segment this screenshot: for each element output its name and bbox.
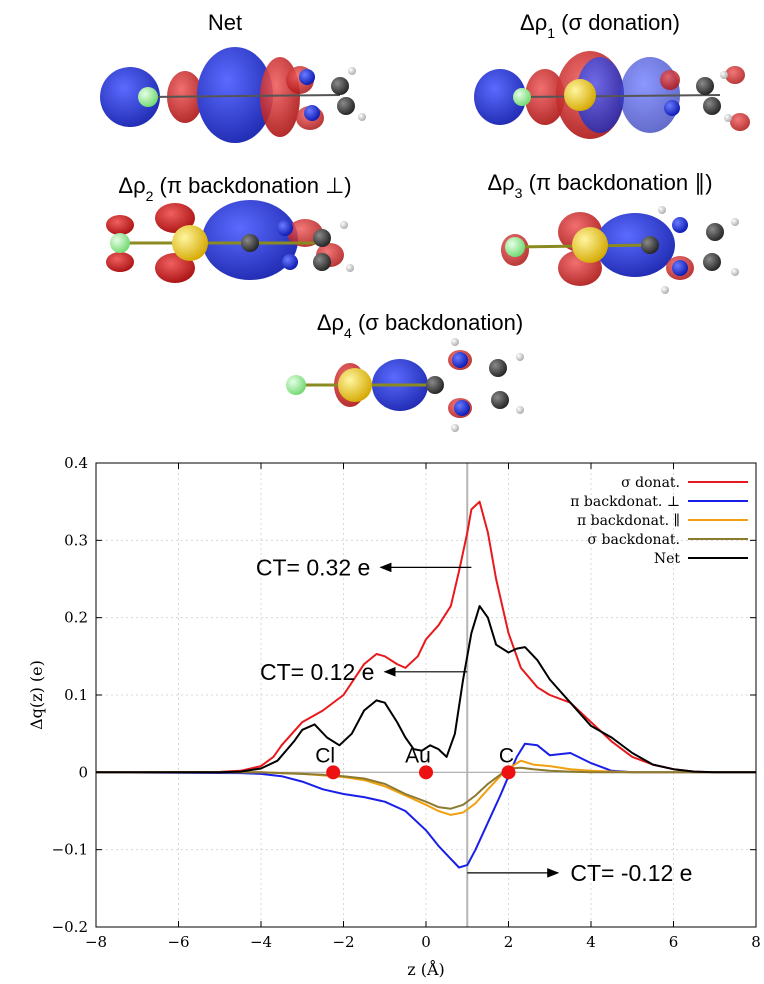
x-tick-label: −4 [250,933,272,951]
atom-marker-label: C [499,744,514,767]
legend-label: π backdonat. ∥ [577,513,680,529]
atom-marker [501,765,516,780]
x-tick-label: −6 [167,933,189,951]
legend-label: σ donat. [621,475,680,491]
legend-label: σ backdonat. [588,532,680,548]
legend-label: Net [654,551,681,567]
legend-label: π backdonat. ⊥ [570,494,680,510]
y-axis-label: Δq(z) (e) [27,660,46,730]
atom-marker [326,765,341,780]
y-tick-label: 0.4 [64,454,88,472]
isosurface-image [474,51,750,139]
panel-net: Net [100,10,366,143]
y-tick-label: 0.3 [64,531,88,549]
y-tick-label: 0 [78,763,88,781]
y-tick-label: 0.2 [64,609,88,627]
x-tick-label: 0 [421,933,431,951]
y-tick-label: −0.1 [52,841,88,859]
isosurface-image [100,47,366,143]
y-tick-label: 0.1 [64,686,88,704]
series-line [96,605,756,774]
panel-title: Δρ2 (π backdonation ⊥) [118,173,351,204]
atom-marker-label: Cl [315,744,335,767]
series-line [95,742,756,869]
x-tick-label: 4 [586,933,596,951]
x-tick-label: 2 [504,933,514,951]
annotation-label: CT= -0.12 e [570,860,692,886]
panel-title: Δρ3 (π backdonation ∥) [487,170,712,201]
x-tick-label: 6 [669,933,679,951]
charge-transfer-chart: −8 −6 −4 −2 0 2 4 6 8 −0.2 −0.1 0 0.1 0.2 0.3 0.4 z (Å) Δ… [27,454,761,979]
x-axis-label: z (Å) [407,959,445,979]
x-tick-label: 8 [751,933,761,951]
isosurface-image [286,338,524,432]
panel-title: Δρ1 (σ donation) [520,10,680,41]
panel-title: Net [208,10,242,35]
atom-marker [419,765,433,780]
y-tick-label: −0.2 [52,918,88,936]
x-tick-label: −2 [332,933,354,951]
panel-delta-rho-1: Δρ1 (σ donation) [474,10,750,139]
isosurface-image [501,206,739,294]
isosurface-image [106,200,354,283]
atom-marker-label: Au [405,744,431,767]
panel-delta-rho-4: Δρ4 (σ backdonation) [286,310,524,432]
annotation-label: CT= 0.12 e [260,659,374,685]
series-line [95,500,756,774]
panel-delta-rho-2: Δρ2 (π backdonation ⊥) [106,173,354,283]
panel-title: Δρ4 (σ backdonation) [317,310,523,341]
panel-delta-rho-3: Δρ3 (π backdonation ∥) [487,170,739,294]
annotation-label: CT= 0.32 e [256,554,370,580]
x-tick-label: −8 [85,933,107,951]
series-line [96,766,756,810]
